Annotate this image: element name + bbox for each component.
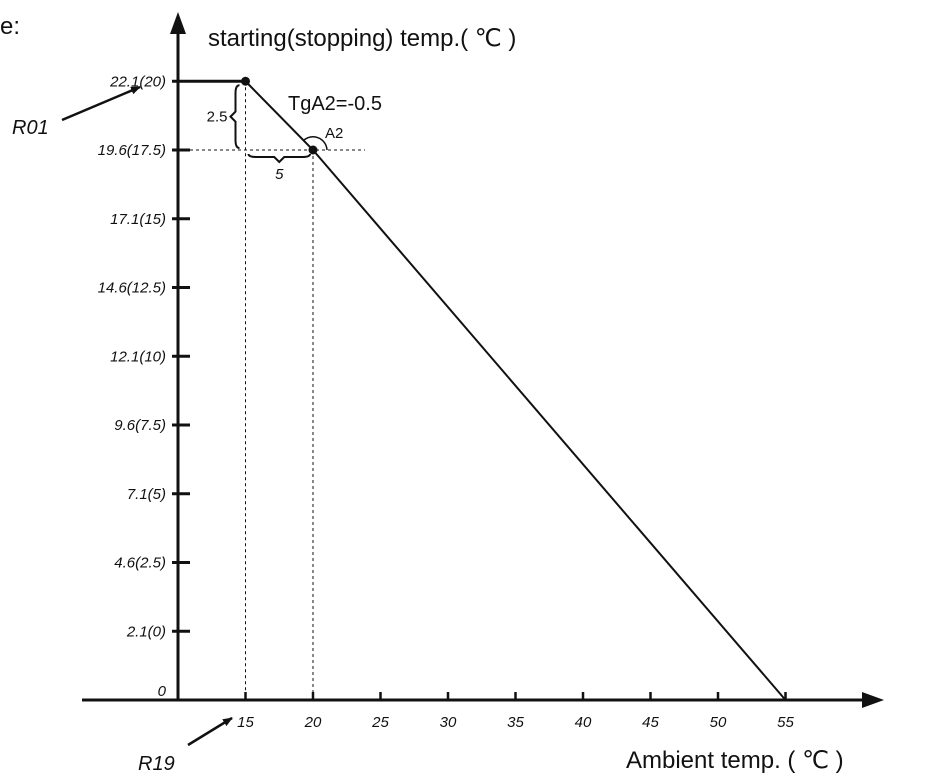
series-line	[244, 80, 787, 701]
marker-top-label: R01	[12, 117, 49, 139]
x-tick-label: 15	[237, 714, 254, 731]
x-tick-label: 45	[642, 714, 659, 731]
y-tick-label: 19.6(17.5)	[98, 142, 166, 159]
data-points	[241, 76, 318, 155]
y-tick-label: 4.6(2.5)	[114, 555, 166, 572]
y-tick-label: 0	[158, 683, 167, 700]
x-axis-title: Ambient temp. ( ℃ )	[626, 747, 844, 774]
dx-annotation: 5	[275, 166, 284, 183]
x-axis-arrow	[862, 692, 884, 708]
data-point	[241, 76, 250, 86]
y-tick-label: 9.6(7.5)	[114, 417, 166, 434]
y-axis-arrow	[170, 12, 186, 34]
marker-top-arrow	[61, 85, 141, 122]
angle-arc	[302, 136, 328, 151]
x-tick-label: 55	[777, 714, 794, 731]
y-tick-label: 14.6(12.5)	[98, 280, 166, 297]
y-tick-label: 17.1(15)	[110, 211, 166, 228]
slope-annotation: TgA2=-0.5	[288, 93, 382, 115]
y-tick-label: 22.1(20)	[109, 73, 166, 90]
x-tick-label: 35	[507, 714, 524, 731]
x-tick-label: 20	[304, 714, 322, 731]
dy-brace	[229, 84, 240, 149]
y-ticks: 0 2.1(0) 4.6(2.5) 7.1(5) 9.6(7.5) 12.1(10) 14.…	[98, 73, 190, 700]
corner-text: e:	[0, 13, 20, 40]
y-tick-label: 12.1(10)	[110, 348, 166, 365]
axes	[82, 12, 884, 708]
y-axis-title: starting(stopping) temp.( ℃ )	[208, 25, 516, 52]
y-tick-label: 7.1(5)	[127, 486, 166, 503]
x-ticks: 15 20 25 30 35 40 45 50 55	[237, 692, 794, 731]
marker-bottom-arrow	[187, 716, 233, 747]
y-tick-label: 2.1(0)	[126, 623, 166, 640]
data-point	[308, 145, 318, 155]
guide-lines	[178, 79, 365, 700]
dx-brace	[247, 153, 311, 164]
x-tick-label: 25	[371, 714, 389, 731]
x-tick-label: 50	[710, 714, 727, 731]
angle-annotation: A2	[325, 125, 343, 142]
x-tick-label: 30	[440, 714, 457, 731]
marker-bottom-label: R19	[138, 753, 175, 775]
x-tick-label: 40	[575, 714, 592, 731]
dy-annotation: 2.5	[207, 109, 228, 126]
